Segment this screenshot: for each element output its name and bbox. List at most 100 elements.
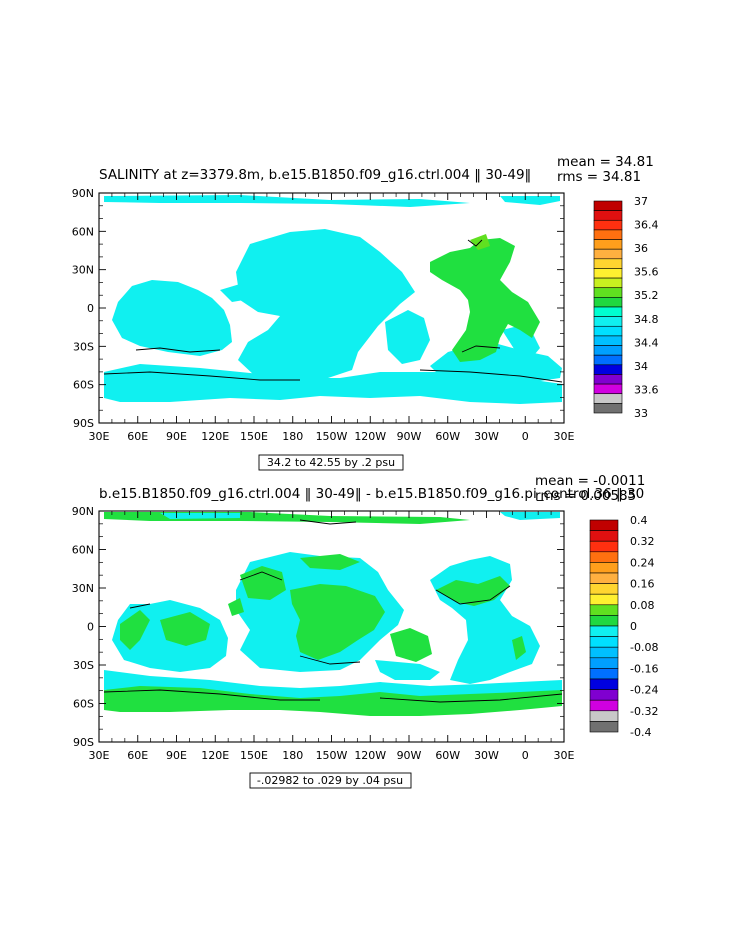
- lon-label: 30E: [554, 430, 575, 443]
- lon-label: 120W: [354, 749, 386, 762]
- colorbar-swatch: [589, 519, 619, 531]
- lon-label: 60E: [127, 749, 148, 762]
- colorbar-swatch: [589, 540, 619, 553]
- colorbar-swatch: [593, 200, 623, 211]
- map-2-lat-labels: 90N 60N 30N 0 30S 60S 90S: [72, 505, 94, 749]
- colorbar-label: 35.6: [634, 266, 659, 279]
- colorbar-2: 0.4 0.32 0.24 0.16 0.08 0 -0.08 -0.16 -0.24 -0.32…: [589, 514, 658, 739]
- colorbar-label: 34.4: [634, 336, 659, 349]
- lon-label: 60W: [435, 430, 460, 443]
- colorbar-label: 0.16: [630, 578, 655, 591]
- map-1-ticks: [98, 192, 565, 424]
- colorbar-label: 36.4: [634, 219, 659, 232]
- colorbar-swatch: [589, 636, 619, 648]
- colorbar-swatch: [589, 657, 619, 669]
- lat-label: 90S: [73, 736, 94, 749]
- colorbar-label: -0.32: [630, 705, 658, 718]
- colorbar-swatch: [589, 530, 619, 542]
- colorbar-label: 0.32: [630, 535, 655, 548]
- colorbar-swatch: [593, 229, 623, 240]
- map-2-ocean-field: [104, 512, 562, 716]
- lon-label: 150E: [240, 430, 268, 443]
- colorbar-label: -0.16: [630, 662, 658, 675]
- colorbar-swatch: [593, 239, 623, 250]
- colorbar-swatch: [589, 615, 619, 627]
- colorbar-swatch: [593, 325, 623, 337]
- lat-label: 0: [87, 302, 94, 315]
- colorbar-swatch: [589, 646, 619, 659]
- colorbar-swatch: [593, 345, 623, 356]
- panel-1: SALINITY at z=3379.8m, b.e15.B1850.f09_g…: [72, 154, 659, 471]
- colorbar-label: 0.4: [630, 514, 648, 527]
- colorbar-label: 0.24: [630, 556, 655, 569]
- colorbar-swatch: [593, 393, 623, 404]
- colorbar-1: 37 36.4 36 35.6 35.2 34.8 34.4 34 33.6 33: [593, 195, 659, 420]
- panel-1-title: SALINITY at z=3379.8m, b.e15.B1850.f09_g…: [99, 167, 531, 183]
- colorbar-swatch: [589, 572, 619, 584]
- lon-label: 90W: [397, 430, 422, 443]
- colorbar-label: 36: [634, 242, 648, 255]
- colorbar-swatch: [593, 248, 623, 260]
- panel-1-mean: mean = 34.81: [557, 154, 654, 170]
- lat-label: 0: [87, 621, 94, 634]
- lat-label: 60S: [73, 698, 94, 711]
- colorbar-label: 33.6: [634, 383, 659, 396]
- colorbar-swatch: [589, 583, 619, 595]
- lat-label: 60N: [72, 225, 94, 238]
- colorbar-swatch: [589, 551, 619, 563]
- map-2-ticks: [98, 510, 565, 743]
- lon-label: 120W: [354, 430, 386, 443]
- lon-label: 90E: [166, 749, 187, 762]
- colorbar-swatch: [593, 277, 623, 289]
- lon-label: 30E: [89, 430, 110, 443]
- lat-label: 30N: [72, 264, 94, 277]
- colorbar-swatch: [589, 562, 619, 574]
- colorbar-swatch: [589, 604, 619, 616]
- panel-2-rms: rms = 0.00585: [535, 488, 636, 504]
- lat-label: 90N: [72, 187, 94, 200]
- lon-label: 150E: [240, 749, 268, 762]
- colorbar-swatch: [589, 668, 619, 680]
- colorbar-swatch: [589, 593, 619, 606]
- lon-label: 30W: [474, 749, 499, 762]
- lon-label: 90W: [397, 749, 422, 762]
- colorbar-swatch: [593, 306, 623, 317]
- colorbar-swatch: [589, 710, 619, 722]
- lat-label: 60N: [72, 544, 94, 557]
- colorbar-swatch: [593, 258, 623, 269]
- colorbar-swatch: [593, 364, 623, 375]
- colorbar-label: 37: [634, 195, 648, 208]
- lat-label: 90N: [72, 505, 94, 518]
- colorbar-swatch: [593, 354, 623, 366]
- panel-1-contour-info: 34.2 to 42.55 by .2 psu: [267, 456, 395, 469]
- panel-2-contour-info-box: [249, 772, 412, 789]
- panel-2: b.e15.B1850.f09_g16.ctrl.004 ‖ 30-49‖ - …: [72, 473, 658, 789]
- colorbar-label: 34.8: [634, 313, 659, 326]
- lon-label: 0: [522, 749, 529, 762]
- lat-label: 30S: [73, 659, 94, 672]
- panel-1-rms: rms = 34.81: [557, 169, 641, 185]
- colorbar-swatch: [593, 383, 623, 395]
- lon-label: 60W: [435, 749, 460, 762]
- map-1-lon-labels: 30E 60E 90E 120E 150E 180 150W 120W 90W 60W 30W 0 30…: [89, 430, 575, 443]
- colorbar-swatch: [593, 374, 623, 385]
- panel-2-title: b.e15.B1850.f09_g16.ctrl.004 ‖ 30-49‖ - …: [99, 486, 644, 502]
- lon-label: 120E: [201, 749, 229, 762]
- colorbar-swatch: [589, 699, 619, 712]
- lat-label: 90S: [73, 417, 94, 430]
- colorbar-swatch: [589, 678, 619, 690]
- lon-label: 30E: [554, 749, 575, 762]
- colorbar-swatch: [589, 625, 619, 637]
- lon-label: 120E: [201, 430, 229, 443]
- colorbar-label: 0: [630, 620, 637, 633]
- lat-label: 30S: [73, 340, 94, 353]
- lon-label: 180: [282, 749, 303, 762]
- colorbar-label: -0.24: [630, 684, 658, 697]
- colorbar-label: 34: [634, 360, 648, 373]
- lon-label: 90E: [166, 430, 187, 443]
- colorbar-swatch: [593, 210, 623, 221]
- colorbar-swatch: [593, 297, 623, 308]
- colorbar-swatch: [589, 689, 619, 701]
- panel-2-mean: mean = -0.0011: [535, 473, 645, 489]
- lon-label: 30W: [474, 430, 499, 443]
